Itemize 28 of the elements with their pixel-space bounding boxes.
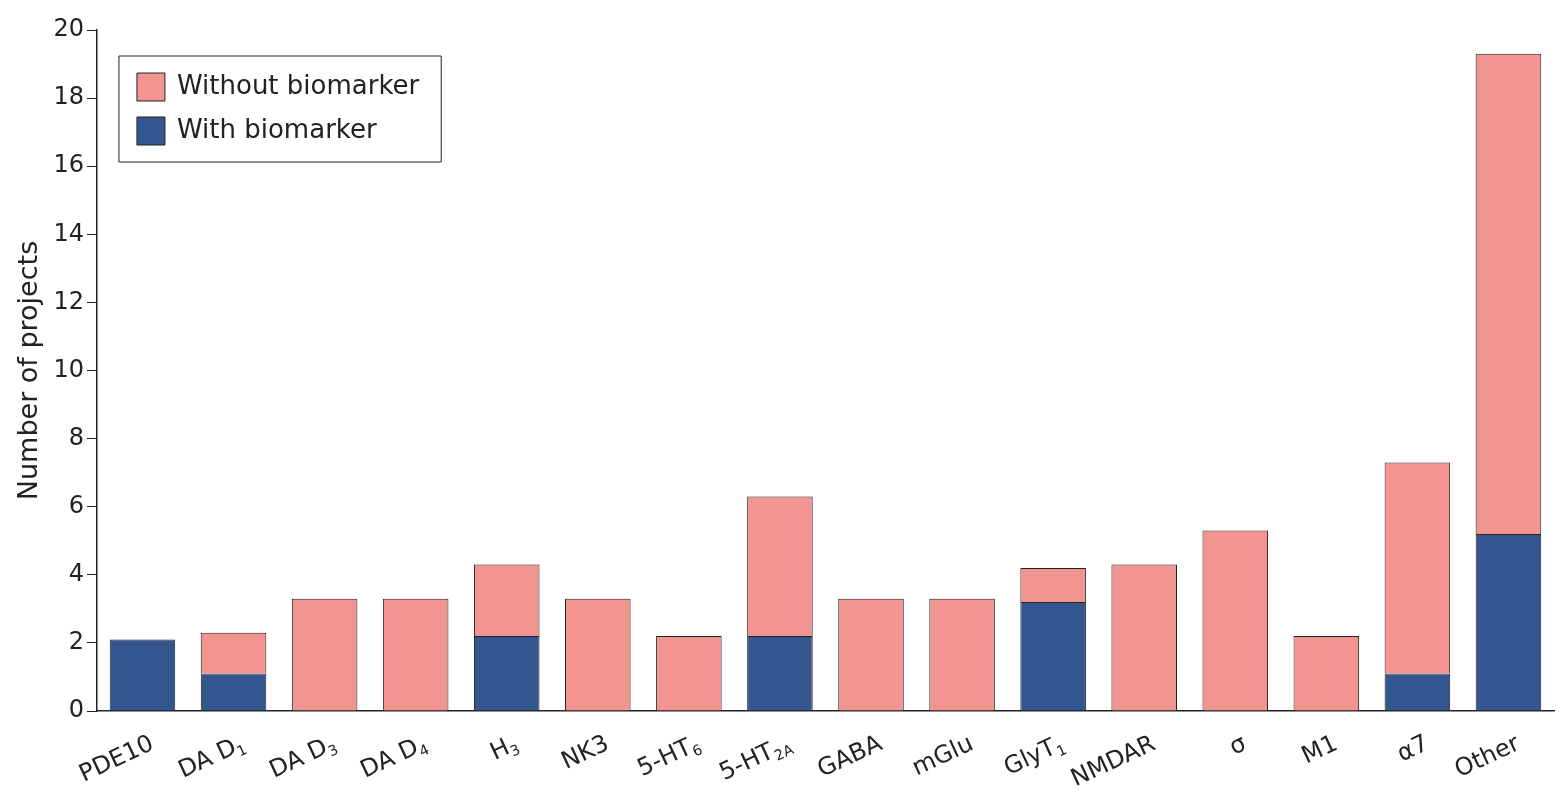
y-tick-label: 6: [68, 490, 84, 519]
x-tick-label: DA D1: [173, 732, 250, 784]
x-tick-label: mGlu: [907, 728, 978, 782]
legend-label: Without biomarker: [176, 69, 420, 100]
x-tick-label: GlyT1: [999, 732, 1070, 781]
x-tick-label: 5-HT6: [632, 732, 705, 782]
x-tick-label: H3: [485, 732, 523, 766]
y-tick-label: 10: [53, 354, 84, 383]
x-tick-label: α7: [1392, 728, 1433, 768]
y-tick-label: 20: [53, 14, 84, 43]
y-tick-label: 8: [68, 422, 84, 451]
x-tick-label: 5-HT2A: [714, 736, 796, 787]
x-tick-label: Other: [1450, 728, 1524, 783]
x-tick-label: M1: [1297, 728, 1342, 770]
x-tick-label: DA D4: [355, 732, 432, 784]
x-tick-label: GABA: [812, 728, 887, 783]
x-tick-label: DA D3: [264, 732, 341, 784]
y-tick-label: 14: [53, 218, 84, 247]
x-tick-label: σ: [1224, 728, 1251, 761]
y-tick-label: 12: [53, 286, 84, 315]
x-tick-label: NK3: [556, 728, 613, 775]
y-tick-label: 0: [68, 695, 84, 724]
y-tick-label: 16: [53, 150, 84, 179]
y-axis-title: Number of projects: [12, 240, 44, 501]
y-tick-label: 2: [68, 627, 84, 656]
y-tick-label: 18: [53, 82, 84, 111]
y-tick-label: 4: [68, 559, 84, 588]
legend-label: With biomarker: [176, 113, 377, 144]
